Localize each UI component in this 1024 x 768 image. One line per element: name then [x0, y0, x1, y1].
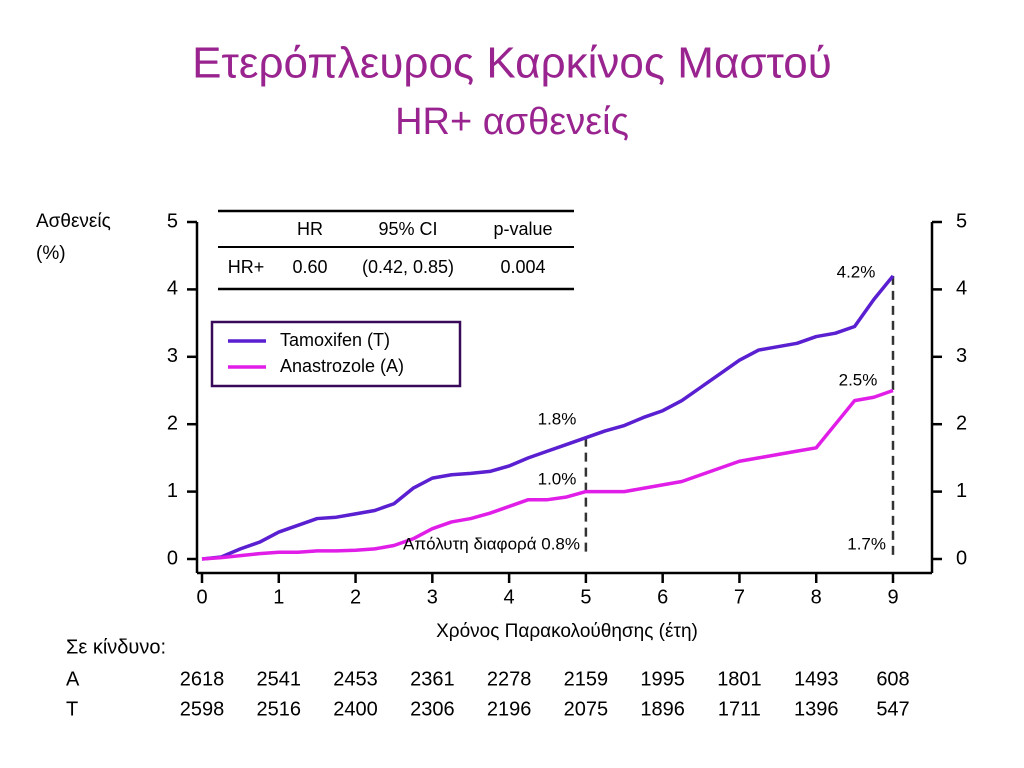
x-tick-label: 2: [350, 586, 361, 608]
annotation: 2.5%: [839, 370, 878, 389]
table-header: HR: [297, 219, 323, 239]
series-line: [201, 388, 894, 561]
y2-tick-label: 1: [956, 480, 967, 502]
table-cell: 0.004: [500, 257, 545, 277]
table-header: 95% CI: [378, 219, 437, 239]
annotation: 1.0%: [538, 469, 577, 488]
annotation: 1.8%: [538, 409, 577, 428]
risk-value: 1493: [794, 668, 839, 690]
risk-value: 2196: [487, 698, 532, 720]
risk-value: 2618: [180, 668, 225, 690]
x-tick-label: 6: [657, 586, 668, 608]
x-tick-label: 0: [196, 586, 207, 608]
y-axis-label: Ασθενείς: [36, 211, 111, 232]
risk-value: 608: [876, 668, 909, 690]
risk-value: 2361: [410, 668, 455, 690]
risk-value: 1896: [640, 698, 685, 720]
risk-value: 2159: [564, 668, 609, 690]
x-tick-label: 1: [273, 586, 284, 608]
risk-value: 547: [876, 698, 909, 720]
y-tick-label: 4: [167, 278, 178, 300]
chart-title: Ετερόπλευρος Καρκίνος Μαστού: [192, 39, 832, 88]
risk-value: 2453: [333, 668, 378, 690]
annotation: Απόλυτη διαφορά 0.8%: [403, 534, 580, 553]
y2-tick-label: 0: [956, 547, 967, 569]
risk-value: 1711: [718, 698, 761, 720]
legend-label: Tamoxifen (T): [280, 330, 390, 350]
y-tick-label: 0: [167, 547, 178, 569]
risk-value: 2598: [180, 698, 225, 720]
y-tick-label: 5: [167, 210, 178, 232]
x-axis-label: Χρόνος Παρακολούθησης (έτη): [436, 621, 698, 642]
risk-value: 1995: [640, 668, 685, 690]
y-axis-label: (%): [36, 243, 66, 264]
x-tick-label: 8: [811, 586, 822, 608]
table-header: p-value: [493, 219, 552, 239]
table-cell: HR+: [228, 257, 265, 277]
risk-row-label: T: [66, 698, 78, 720]
risk-row-label: A: [66, 668, 80, 690]
risk-value: 2278: [487, 668, 532, 690]
annotation: 4.2%: [837, 262, 876, 281]
annotation: 1.7%: [847, 534, 886, 553]
y-tick-label: 3: [167, 345, 178, 367]
risk-table-label: Σε κίνδυνο:: [66, 636, 166, 658]
legend-label: Anastrozole (A): [280, 356, 404, 376]
risk-value: 1396: [794, 698, 839, 720]
x-tick-label: 9: [887, 586, 898, 608]
legend-box: [210, 320, 462, 388]
x-tick-label: 5: [580, 586, 591, 608]
y2-tick-label: 2: [956, 412, 967, 434]
risk-value: 2516: [257, 698, 302, 720]
risk-value: 2075: [564, 698, 609, 720]
x-tick-label: 3: [427, 586, 438, 608]
risk-value: 2400: [333, 698, 378, 720]
risk-value: 2306: [410, 698, 455, 720]
y2-tick-label: 5: [956, 210, 967, 232]
x-tick-label: 4: [504, 586, 515, 608]
table-cell: 0.60: [292, 257, 327, 277]
y-tick-label: 1: [167, 480, 178, 502]
series-line: [201, 274, 895, 561]
y2-tick-label: 4: [956, 278, 967, 300]
y-tick-label: 2: [167, 412, 178, 434]
table-cell: (0.42, 0.85): [362, 257, 454, 277]
risk-value: 2541: [257, 668, 302, 690]
x-tick-label: 7: [734, 586, 745, 608]
risk-value: 1801: [717, 668, 762, 690]
y2-tick-label: 3: [956, 345, 967, 367]
chart-subtitle: HR+ ασθενείς: [395, 101, 629, 143]
